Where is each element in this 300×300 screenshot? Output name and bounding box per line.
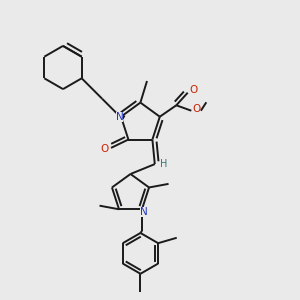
Text: H: H xyxy=(160,158,167,169)
Text: O: O xyxy=(189,85,197,95)
Text: O: O xyxy=(100,144,109,154)
Text: N: N xyxy=(116,112,123,122)
Text: O: O xyxy=(192,104,200,115)
Text: N: N xyxy=(140,207,147,217)
